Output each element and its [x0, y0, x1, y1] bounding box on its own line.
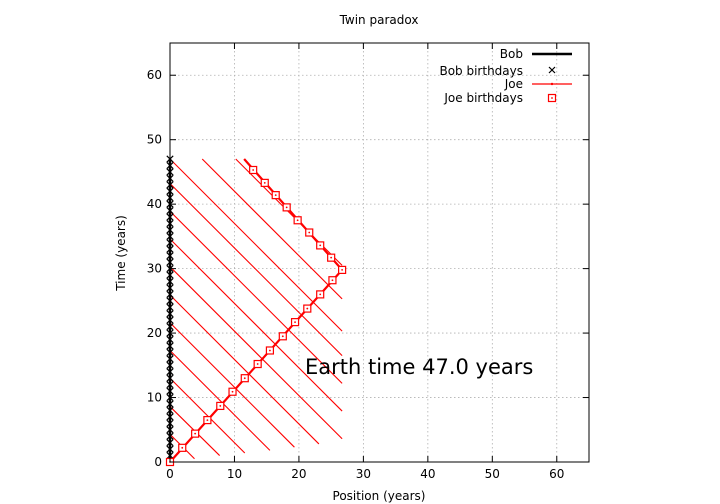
joe-signal-line	[201, 158, 343, 300]
x-tick-label: 50	[485, 467, 500, 481]
x-tick-label: 60	[549, 467, 564, 481]
legend-label-joe-birthdays: Joe birthdays	[443, 91, 523, 105]
joe-birthday-marker	[203, 416, 212, 425]
joe-birthday-dot	[231, 390, 234, 393]
y-tick-label: 10	[147, 391, 162, 405]
joe-signal-line	[169, 350, 271, 451]
legend: Bob Bob birthdays Joe Joe birthdays	[439, 47, 572, 105]
chart-title: Twin paradox	[339, 13, 419, 27]
legend-label-bob: Bob	[500, 47, 523, 61]
y-tick-label: 60	[147, 68, 162, 82]
joe-signal-line	[169, 322, 295, 448]
joe-birthday-dot	[285, 206, 288, 209]
joe-birthday-dot	[256, 363, 259, 365]
joe-birthday-dot	[181, 446, 184, 449]
joe-signal-line	[169, 183, 343, 357]
joe-birthday-dot	[294, 321, 296, 324]
earth-time-annotation: Earth time 47.0 years	[305, 355, 533, 379]
x-tick-label: 10	[227, 467, 242, 481]
joe-birthday-dot	[194, 432, 197, 435]
x-tick-label: 40	[420, 467, 435, 481]
joe-signal-line	[235, 158, 343, 266]
joe-birthday-dot	[269, 349, 271, 352]
joe-birthday-dot	[263, 181, 266, 184]
joe-birthday-dot	[306, 307, 309, 310]
y-tick-label: 0	[154, 455, 162, 469]
joe-birthday-marker	[305, 228, 314, 237]
joe-birthday-dot	[330, 256, 333, 259]
joe-birthday-dot	[319, 293, 322, 296]
joe-birthday-dot	[308, 231, 311, 234]
legend-swatch-bob-birthdays	[548, 66, 556, 74]
joe-birthday-marker	[253, 359, 262, 369]
joe-birthday-dot	[341, 269, 344, 271]
x-axis-label: Position (years)	[333, 489, 426, 503]
joe-birthday-marker	[282, 203, 291, 212]
joe-signal-line	[169, 377, 246, 454]
joe-birthday-marker	[265, 346, 275, 355]
joe-birthday-dot	[243, 377, 246, 380]
x-tick-label: 0	[166, 467, 174, 481]
joe-birthday-marker	[316, 290, 325, 299]
joe-birthday-marker	[216, 401, 225, 411]
y-tick-label: 50	[147, 133, 162, 147]
y-tick-label: 40	[147, 197, 162, 211]
joe-birthday-marker	[338, 265, 347, 275]
y-axis-label: Time (years)	[114, 215, 128, 292]
joe-birthday-dot	[206, 419, 209, 421]
joe-birthday-marker	[290, 318, 300, 327]
joe-birthday-marker	[316, 241, 325, 250]
joe-birthday-dot	[281, 335, 284, 338]
joe-birthday-dot	[296, 219, 299, 222]
joe-birthday-marker	[327, 253, 336, 262]
joe-birthday-marker	[249, 165, 258, 175]
joe-birthday-dot	[252, 169, 255, 171]
joe-birthday-marker	[228, 387, 237, 396]
grid-lines	[170, 43, 589, 462]
x-tick-label: 20	[291, 467, 306, 481]
joe-birthday-marker	[191, 429, 200, 438]
joe-worldline	[169, 158, 344, 463]
joe-birthday-marker	[278, 332, 287, 341]
legend-swatches	[532, 52, 572, 103]
legend-swatch-joe-dot	[550, 82, 554, 86]
legend-label-bob-birthdays: Bob birthdays	[439, 64, 523, 78]
y-tick-label: 30	[147, 262, 162, 276]
joe-signal-line	[169, 266, 343, 440]
joe-birthday-marker	[328, 276, 337, 285]
plot-area	[165, 155, 347, 467]
joe-birthday-dot	[331, 279, 334, 282]
axis-ticks: 0 10 20 30 40 50 60 0 10 20 30 40 50 60	[147, 43, 589, 481]
joe-birthday-dot	[219, 405, 222, 407]
joe-birthday-marker	[178, 443, 187, 452]
plot-frame	[169, 42, 590, 463]
x-tick-label: 30	[356, 467, 371, 481]
joe-signal-line	[169, 238, 343, 412]
legend-swatch-joe-birthdays-dot	[551, 97, 553, 99]
joe-signal-line	[169, 294, 320, 445]
y-tick-label: 20	[147, 326, 162, 340]
joe-signal-line	[169, 210, 343, 384]
joe-birthday-marker	[260, 178, 269, 187]
joe-birthday-marker	[271, 191, 280, 200]
legend-label-joe: Joe	[504, 77, 523, 91]
joe-birthday-marker	[293, 216, 302, 225]
joe-birthday-marker	[240, 374, 249, 383]
joe-birthday-dot	[274, 194, 277, 197]
joe-birthday-marker	[303, 304, 312, 313]
joe-birthday-dot	[319, 244, 322, 247]
